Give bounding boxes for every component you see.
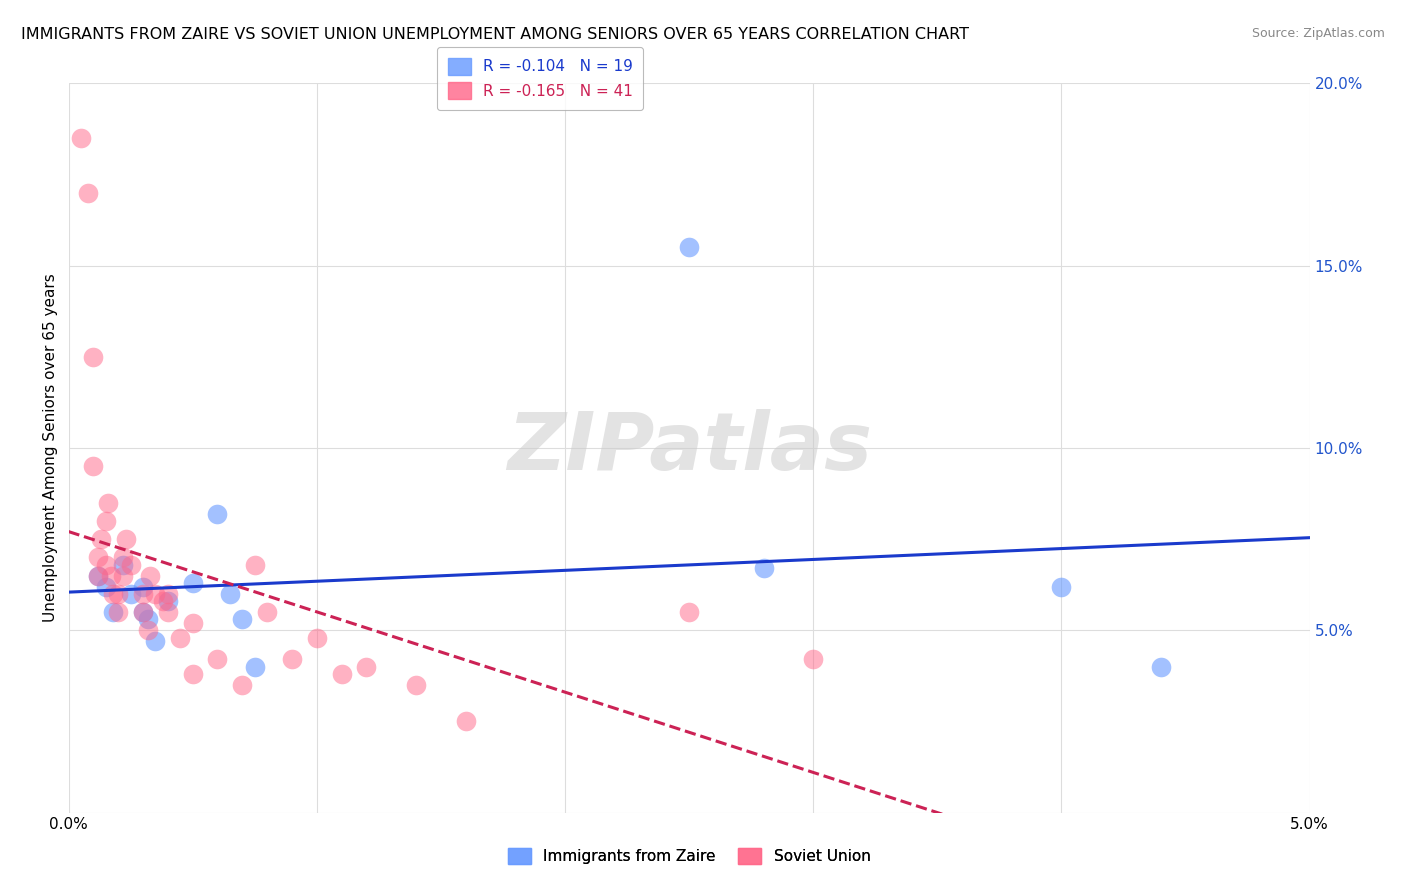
Point	[70, 131, 93, 145]
Point	[145, 587, 167, 601]
Point	[120, 587, 142, 601]
Point	[90, 532, 112, 546]
Point	[94, 514, 117, 528]
Text: IMMIGRANTS FROM ZAIRE VS SOVIET UNION UNEMPLOYMENT AMONG SENIORS OVER 65 YEARS C: IMMIGRANTS FROM ZAIRE VS SOVIET UNION UN…	[21, 27, 969, 42]
Point	[181, 615, 204, 630]
Point	[305, 631, 328, 645]
Point	[156, 587, 179, 601]
Point	[231, 678, 253, 692]
Point	[243, 659, 266, 673]
Point	[256, 605, 278, 619]
Point	[87, 568, 110, 582]
Legend: Immigrants from Zaire, Soviet Union: Immigrants from Zaire, Soviet Union	[502, 842, 876, 871]
Point	[281, 652, 304, 666]
Point	[139, 568, 162, 582]
Point	[243, 558, 266, 572]
Point	[181, 575, 204, 590]
Point	[132, 587, 155, 601]
Point	[156, 594, 179, 608]
Point	[107, 587, 129, 601]
Point	[678, 605, 700, 619]
Point	[330, 667, 353, 681]
Point	[152, 594, 174, 608]
Point	[405, 678, 427, 692]
Point	[1050, 580, 1073, 594]
Point	[112, 568, 135, 582]
Point	[94, 580, 117, 594]
Point	[207, 652, 229, 666]
Point	[136, 612, 159, 626]
Point	[114, 532, 136, 546]
Point	[120, 558, 142, 572]
Point	[356, 659, 378, 673]
Point	[218, 587, 240, 601]
Point	[77, 186, 100, 200]
Point	[454, 714, 477, 729]
Point	[82, 459, 104, 474]
Point	[107, 605, 129, 619]
Point	[181, 667, 204, 681]
Point	[678, 240, 700, 254]
Point	[132, 605, 155, 619]
Point	[97, 496, 120, 510]
Point	[103, 587, 125, 601]
Point	[156, 605, 179, 619]
Point	[132, 580, 155, 594]
Point	[82, 350, 104, 364]
Y-axis label: Unemployment Among Seniors over 65 years: Unemployment Among Seniors over 65 years	[44, 274, 58, 623]
Point	[87, 550, 110, 565]
Text: Source: ZipAtlas.com: Source: ZipAtlas.com	[1251, 27, 1385, 40]
Point	[103, 605, 125, 619]
Point	[100, 568, 122, 582]
Point	[112, 550, 135, 565]
Point	[112, 558, 135, 572]
Point	[207, 507, 229, 521]
Point	[94, 558, 117, 572]
Point	[752, 561, 775, 575]
Point	[801, 652, 824, 666]
Text: ZIPatlas: ZIPatlas	[506, 409, 872, 487]
Point	[132, 605, 155, 619]
Point	[169, 631, 191, 645]
Point	[231, 612, 253, 626]
Point	[87, 568, 110, 582]
Point	[145, 634, 167, 648]
Point	[1150, 659, 1173, 673]
Point	[136, 624, 159, 638]
